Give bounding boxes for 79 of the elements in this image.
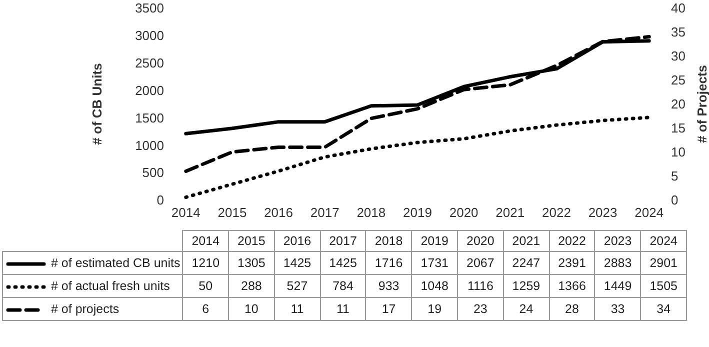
x-tick-label: 2015 (218, 205, 247, 220)
data-label: 2067 (458, 252, 504, 274)
data-label: 1048 (412, 274, 458, 298)
data-label: 6 (182, 298, 229, 320)
data-label: 11 (320, 298, 366, 320)
y-tick-label: 3500 (135, 0, 164, 16)
data-label: 784 (320, 274, 366, 298)
y-axis-title: # of CB Units (90, 63, 105, 145)
legend-label: # of estimated CB units (51, 256, 180, 270)
data-label: 1210 (182, 252, 229, 274)
x-tick-label: 2019 (403, 205, 432, 220)
data-label: 2391 (549, 252, 595, 274)
category-label: 2020 (466, 234, 494, 248)
category-label: 2024 (650, 234, 678, 248)
data-label: 933 (366, 274, 412, 298)
data-label: 11 (274, 298, 320, 320)
category-label: 2018 (374, 234, 403, 248)
y2-tick-label: 10 (671, 144, 686, 160)
data-label: 1366 (549, 274, 595, 298)
y2-tick-label: 0 (671, 192, 678, 208)
data-label: 2883 (594, 252, 641, 274)
y2-tick-label: 35 (671, 24, 686, 40)
y2-axis-title: # of Projects (694, 64, 709, 144)
data-label: 23 (458, 298, 504, 320)
data-label: 1425 (320, 252, 366, 274)
y2-tick-label: 40 (671, 0, 686, 16)
category-label: 2022 (558, 234, 586, 248)
data-label: 28 (549, 298, 595, 320)
y-tick-label: 1000 (135, 138, 164, 153)
x-tick-label: 2016 (264, 205, 293, 220)
y-tick-label: 1500 (135, 110, 164, 126)
y2-tick-label: 30 (671, 48, 686, 64)
data-label: 1305 (228, 252, 274, 274)
data-label: 24 (503, 298, 550, 320)
category-label: 2016 (283, 234, 312, 248)
category-label: 2017 (329, 234, 357, 248)
category-label: 2015 (238, 234, 266, 248)
data-label: 33 (594, 298, 641, 320)
category-label: 2019 (420, 234, 449, 248)
y-tick-label: 2000 (135, 82, 164, 98)
category-label: 2021 (512, 234, 540, 248)
y2-tick-label: 25 (671, 72, 686, 88)
data-label: 1116 (458, 274, 504, 298)
x-tick-label: 2018 (356, 205, 386, 220)
data-label: 17 (366, 298, 412, 320)
data-label: 50 (182, 274, 229, 298)
data-label: 1505 (640, 274, 686, 298)
legend-label: # of projects (51, 302, 120, 316)
data-label: 2901 (640, 252, 686, 274)
data-label: 1716 (366, 252, 412, 274)
y2-tick-label: 5 (671, 168, 678, 184)
data-label: 527 (274, 274, 320, 298)
data-label: 288 (228, 274, 274, 298)
y-tick-label: 500 (142, 165, 164, 180)
y2-tick-label: 20 (671, 96, 686, 112)
data-label: 1425 (274, 252, 320, 274)
x-tick-label: 2017 (310, 205, 340, 220)
category-label: 2023 (604, 234, 632, 248)
data-label: 1449 (594, 274, 641, 298)
legend-label: # of actual fresh units (51, 279, 170, 293)
x-tick-label: 2014 (171, 205, 200, 220)
line-series (184, 116, 651, 200)
x-tick-label: 2024 (634, 205, 664, 220)
y-tick-label: 0 (156, 192, 164, 208)
line-series (184, 35, 651, 173)
data-label: 34 (640, 298, 686, 320)
category-label: 2014 (192, 234, 220, 248)
x-tick-label: 2020 (449, 205, 478, 220)
y-tick-label: 3000 (135, 28, 164, 44)
y2-tick-label: 15 (671, 120, 686, 136)
x-tick-label: 2022 (542, 205, 571, 220)
data-label: 10 (228, 298, 274, 320)
x-tick-label: 2021 (496, 205, 525, 220)
x-tick-label: 2023 (588, 205, 618, 220)
data-label: 19 (412, 298, 458, 320)
data-label: 1731 (412, 252, 458, 274)
data-label: 1259 (503, 274, 550, 298)
data-label: 2247 (503, 252, 550, 274)
y-tick-label: 2500 (135, 55, 164, 70)
